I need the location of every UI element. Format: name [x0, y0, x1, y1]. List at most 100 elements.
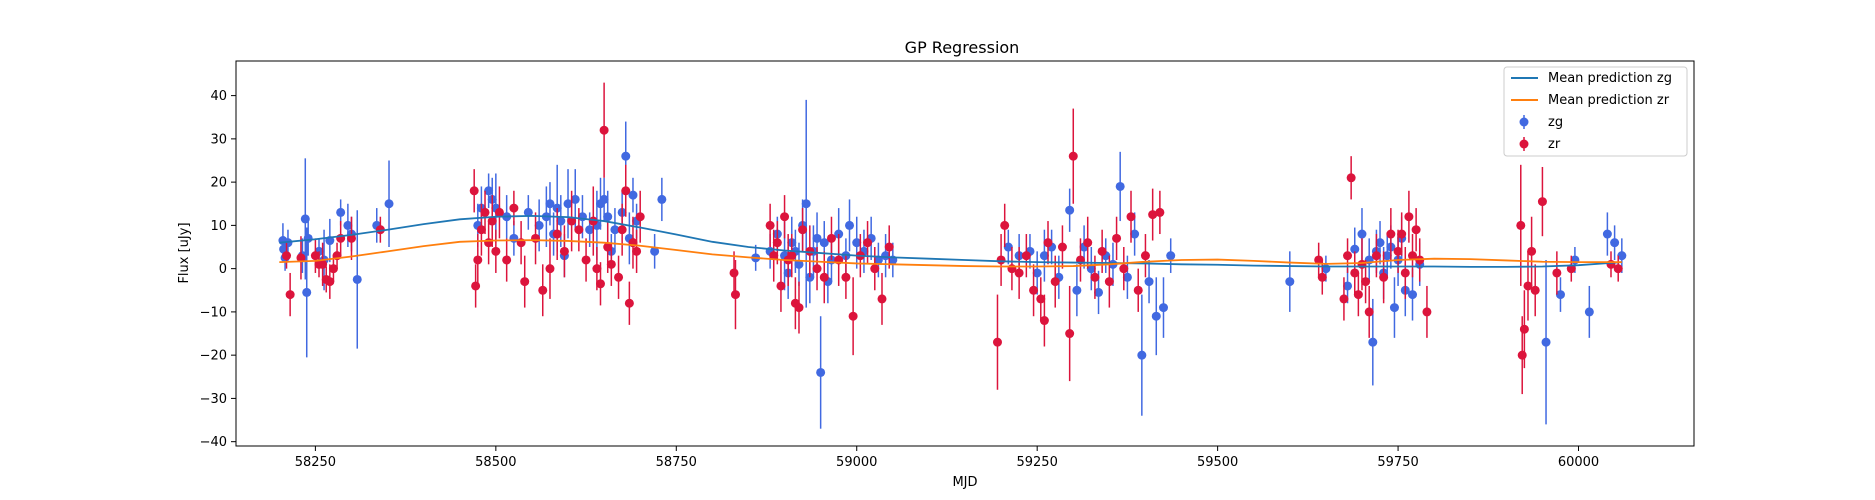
data-point-zr	[1133, 285, 1143, 295]
data-point-zr	[1346, 173, 1356, 183]
data-point-zr	[574, 225, 584, 235]
data-point-zg	[545, 199, 555, 209]
y-tick-label: 40	[210, 89, 227, 104]
data-point-zg	[1602, 229, 1612, 239]
data-point-zg	[1357, 229, 1367, 239]
data-point-zr	[296, 253, 306, 263]
data-point-zg	[585, 225, 595, 235]
data-point-zg	[1555, 290, 1565, 300]
legend-label-mean-zr: Mean prediction zr	[1548, 93, 1670, 108]
data-point-zg	[302, 287, 312, 297]
data-point-zr	[1350, 268, 1360, 278]
data-point-zr	[1408, 251, 1418, 261]
data-point-zr	[1140, 251, 1150, 261]
y-tick-label: 30	[210, 132, 227, 147]
data-point-zg	[610, 225, 620, 235]
data-point-zg	[484, 186, 494, 196]
data-point-zr	[794, 303, 804, 313]
data-point-zr	[552, 229, 562, 239]
data-point-zr	[1065, 329, 1075, 339]
data-point-zr	[1523, 281, 1533, 291]
data-point-zg	[336, 207, 346, 217]
legend-label-zr: zr	[1548, 137, 1561, 152]
data-point-zr	[635, 212, 645, 222]
data-point-zg	[1285, 277, 1295, 287]
data-point-zg	[816, 367, 826, 377]
data-point-zr	[599, 125, 609, 135]
chart-title: GP Regression	[905, 38, 1020, 57]
series-zg	[278, 99, 1627, 429]
data-point-zg	[563, 199, 573, 209]
data-point-zr	[328, 264, 338, 274]
data-point-zr	[285, 290, 295, 300]
data-point-zr	[1357, 259, 1367, 269]
y-tick-label: 10	[210, 219, 227, 234]
data-point-zr	[1317, 272, 1327, 282]
series-zr	[282, 82, 1623, 395]
data-point-zg	[621, 151, 631, 161]
data-point-zr	[624, 298, 634, 308]
legend-box	[1503, 66, 1688, 157]
x-tick-label: 58750	[656, 455, 697, 470]
x-tick-label: 59500	[1197, 455, 1238, 470]
data-point-zr	[1537, 197, 1547, 207]
y-tick-label: −20	[200, 349, 227, 364]
data-point-zr	[780, 212, 790, 222]
data-point-zg	[852, 238, 862, 248]
data-point-zr	[1050, 277, 1060, 287]
x-tick-label: 59250	[1016, 455, 1057, 470]
data-point-zr	[870, 264, 880, 274]
data-point-zr	[1097, 246, 1107, 256]
data-point-zg	[628, 190, 638, 200]
data-point-zg	[1166, 251, 1176, 261]
y-tick-label: −30	[200, 392, 227, 407]
data-point-zg	[343, 220, 353, 230]
data-point-zr	[730, 290, 740, 300]
x-tick-label: 60000	[1558, 455, 1599, 470]
data-point-zr	[484, 238, 494, 248]
data-point-zg	[1122, 272, 1132, 282]
data-point-zr	[491, 246, 501, 256]
mean-prediction-line-zg	[279, 214, 1622, 268]
data-point-zr	[1043, 238, 1053, 248]
data-point-zr	[469, 186, 479, 196]
data-point-zr	[476, 225, 486, 235]
data-point-zg	[1130, 229, 1140, 239]
plot-area	[278, 82, 1627, 429]
data-point-zr	[538, 285, 548, 295]
y-axis: −40 −30 −20 −10 0 10 20 30 40	[200, 89, 236, 450]
data-point-zr	[1379, 272, 1389, 282]
data-point-zg	[1617, 251, 1627, 261]
data-point-zg	[1389, 303, 1399, 313]
data-point-zg	[556, 216, 566, 226]
plot-frame	[235, 60, 1695, 447]
data-point-zr	[1343, 251, 1353, 261]
data-point-zr	[877, 294, 887, 304]
data-point-zr	[346, 233, 356, 243]
data-point-zr	[765, 220, 775, 230]
data-point-zg	[812, 233, 822, 243]
data-point-zr	[509, 203, 519, 213]
legend: Mean prediction zg Mean prediction zr zg…	[1503, 66, 1688, 157]
data-point-zr	[1422, 307, 1432, 317]
data-point-zr	[1021, 251, 1031, 261]
data-point-zr	[1148, 210, 1158, 220]
data-point-zr	[1090, 272, 1100, 282]
data-point-zr	[776, 281, 786, 291]
data-point-zr	[1029, 285, 1039, 295]
y-tick-label: −10	[200, 305, 227, 320]
data-point-zr	[1516, 220, 1526, 230]
data-point-zr	[1353, 290, 1363, 300]
data-point-zg	[570, 194, 580, 204]
y-tick-label: 20	[210, 176, 227, 191]
data-point-zg	[1072, 285, 1082, 295]
data-point-zg	[1086, 264, 1096, 274]
data-point-zr	[787, 251, 797, 261]
x-tick-label: 59750	[1377, 455, 1418, 470]
data-point-zr	[1361, 277, 1371, 287]
x-tick-label: 58500	[475, 455, 516, 470]
data-point-zg	[1610, 238, 1620, 248]
data-point-zr	[1000, 220, 1010, 230]
data-point-zr	[325, 277, 335, 287]
